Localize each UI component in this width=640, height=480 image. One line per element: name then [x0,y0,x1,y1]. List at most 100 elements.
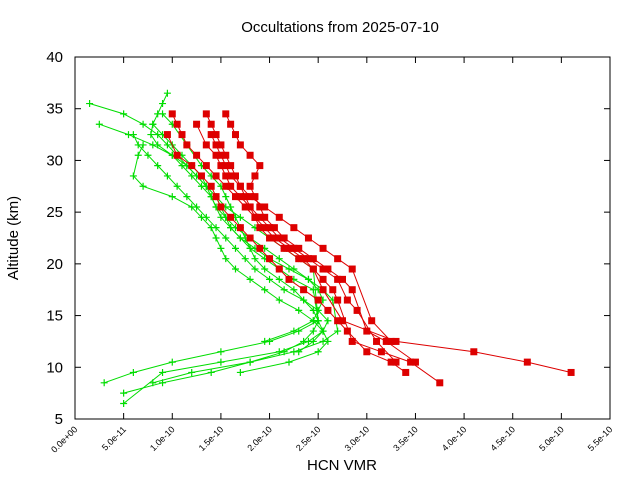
y-axis-label: Altitude (km) [5,196,22,280]
square-point [348,265,356,273]
plus-point [295,348,303,356]
plus-point [197,213,205,221]
square-point [261,213,269,221]
plus-point [304,275,312,283]
square-point [207,131,215,139]
plus-point [168,193,176,201]
plus-point [212,234,220,242]
plus-point [232,265,239,273]
plus-point [227,203,235,211]
plus-point [159,368,167,376]
plus-point [139,141,147,149]
plus-point [168,358,176,366]
square-point [334,317,342,325]
square-point [261,224,269,232]
y-tick-label: 20 [46,256,63,273]
square-point [217,203,225,211]
plus-point [154,162,162,170]
square-point [212,172,220,180]
plus-point [246,358,254,366]
square-point [309,265,317,273]
plus-point [129,172,137,180]
plus-point [120,110,128,118]
square-point [222,162,230,170]
plus-point [295,306,303,314]
square-profile-9 [222,110,419,366]
square-point [280,234,288,242]
square-point [319,286,327,294]
square-point [324,265,332,273]
square-point [334,296,342,304]
plus-point [246,275,254,283]
plus-point [275,255,283,263]
plus-point [163,172,171,180]
square-point [275,213,283,221]
plus-point [149,120,157,128]
plus-point [300,296,308,304]
square-point [285,275,293,283]
plus-point [222,255,230,263]
square-point [256,213,264,221]
square-point [173,151,181,159]
square-point [246,203,254,211]
y-tick-label: 30 [46,152,63,169]
square-point [227,182,235,190]
square-point [309,255,317,263]
square-point [319,275,327,283]
square-point [368,317,376,325]
square-point [222,151,230,159]
plus-point [241,255,249,263]
square-point [567,368,575,376]
square-point [197,172,205,180]
plus-point [147,131,155,139]
plus-point [275,348,283,356]
square-point [236,193,244,201]
square-point [348,337,356,345]
plus-point [139,182,147,190]
plot-frame [74,56,611,420]
plus-point [134,151,142,159]
square-point [266,255,274,263]
plus-point [188,368,196,376]
plus-point [129,368,137,376]
plus-point [120,399,128,407]
square-point [407,358,415,366]
square-point [280,244,288,252]
square-point [222,172,230,180]
square-point [202,141,210,149]
square-point [246,182,254,190]
y-tick-label: 5 [55,411,63,428]
square-point [173,120,181,128]
square-point [163,131,171,139]
y-tick-label: 25 [46,204,63,221]
square-point [314,296,322,304]
plus-point [309,337,317,345]
square-point [227,162,235,170]
square-point [256,203,264,211]
square-point [387,358,395,366]
square-point [329,286,337,294]
square-point [222,110,230,118]
square-point [470,348,478,356]
square-point [300,255,308,263]
square-point [241,193,249,201]
square-point [324,306,332,314]
plus-point [188,172,196,180]
plus-point [217,244,225,252]
square-point [270,224,278,232]
plus-point [217,358,225,366]
plus-point [207,224,215,232]
square-point [382,337,390,345]
chart-title: Occultations from 2025-07-10 [241,19,439,36]
plus-point [290,286,298,294]
y-tick-label: 35 [46,101,63,118]
plus-point [266,275,274,283]
square-point [227,172,235,180]
series-line [210,134,392,342]
square-point [266,224,274,232]
square-point [212,131,220,139]
plus-point [334,327,342,335]
square-point [246,193,254,201]
plus-point [120,389,128,397]
